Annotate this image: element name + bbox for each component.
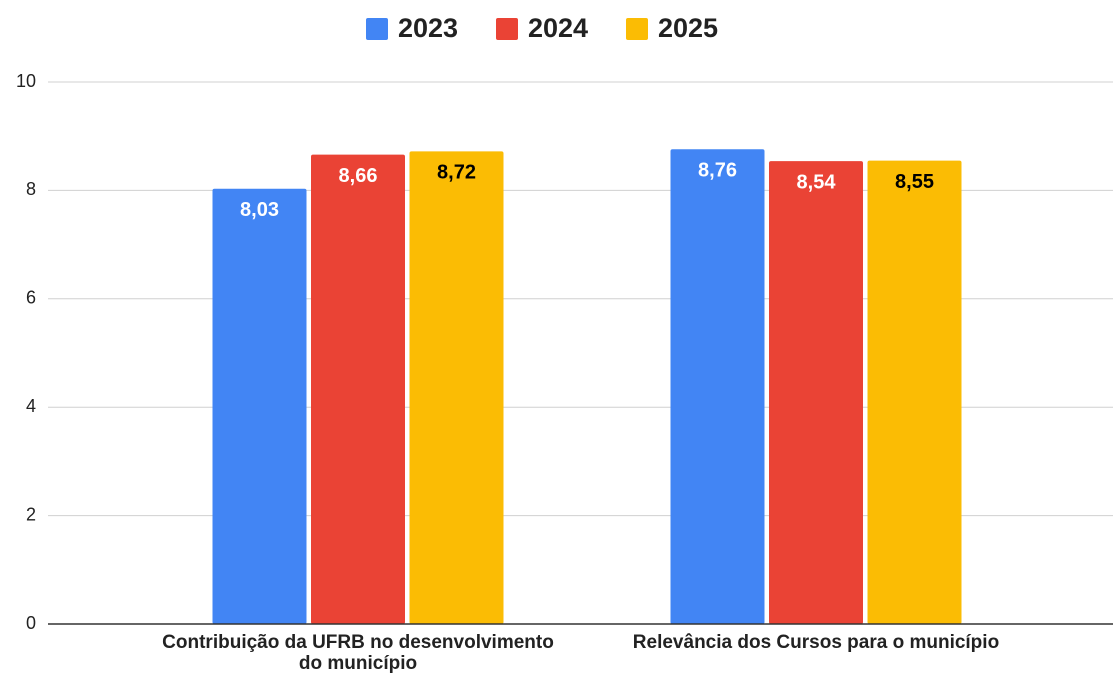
x-tick-label: Relevância dos Cursos para o município	[632, 632, 1000, 653]
value-label: 8,76	[698, 159, 737, 181]
y-tick-label: 0	[26, 613, 36, 633]
bar	[670, 149, 765, 624]
y-tick-label: 4	[26, 396, 36, 416]
legend-label: 2025	[658, 13, 718, 43]
value-label: 8,55	[895, 171, 934, 193]
x-tick-label: Contribuição da UFRB no desenvolvimento …	[162, 632, 554, 674]
y-tick-label: 2	[26, 504, 36, 524]
bar	[867, 160, 962, 624]
legend-swatch	[626, 18, 648, 40]
legend-swatch	[496, 18, 518, 40]
legend-swatch	[366, 18, 388, 40]
y-tick-label: 6	[26, 288, 36, 308]
bar	[769, 161, 863, 624]
legend-label: 2023	[398, 13, 458, 43]
y-tick-label: 10	[16, 71, 36, 91]
value-label: 8,54	[797, 171, 837, 193]
legend-label: 2024	[528, 13, 588, 43]
value-label: 8,72	[437, 162, 476, 184]
y-tick-label: 8	[26, 179, 36, 199]
bar	[212, 188, 307, 625]
bar	[409, 151, 504, 624]
value-label: 8,66	[339, 165, 378, 187]
bar	[311, 154, 405, 625]
value-label: 8,03	[240, 199, 279, 221]
